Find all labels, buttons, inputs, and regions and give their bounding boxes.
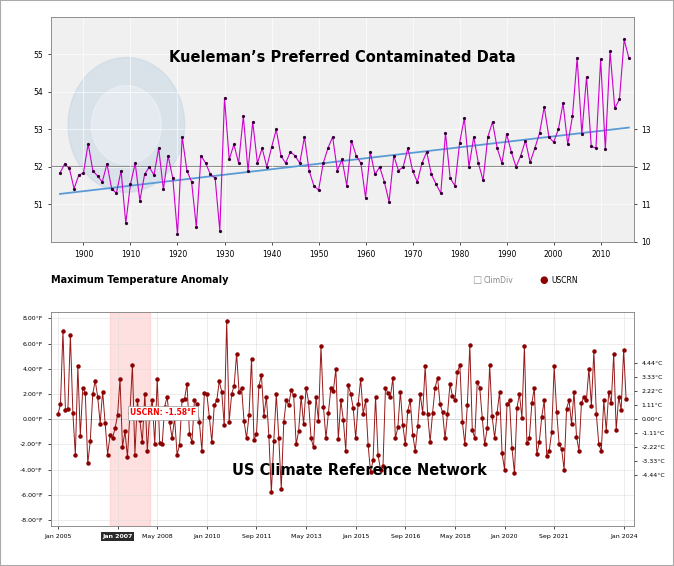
Text: ●: ● (539, 275, 548, 285)
Text: USCRN: USCRN (551, 276, 578, 285)
Text: USCRN: -1.58°F: USCRN: -1.58°F (130, 409, 196, 418)
Text: Kueleman’s Preferred Contaminated Data: Kueleman’s Preferred Contaminated Data (168, 50, 516, 65)
Text: □: □ (472, 275, 481, 285)
Ellipse shape (68, 58, 185, 192)
Bar (110, 312, 150, 526)
Ellipse shape (92, 85, 161, 164)
Text: US Climate Reference Network: US Climate Reference Network (232, 463, 487, 478)
Text: Maximum Temperature Anomaly: Maximum Temperature Anomaly (51, 275, 228, 285)
Text: ClimDiv: ClimDiv (484, 276, 514, 285)
